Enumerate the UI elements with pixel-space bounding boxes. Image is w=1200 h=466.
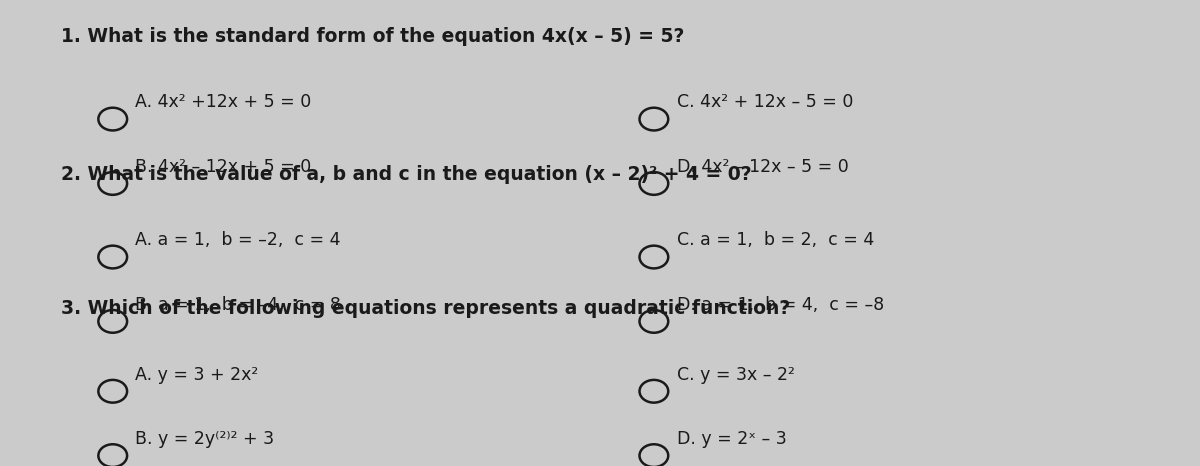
Text: 1. What is the standard form of the equation 4x(x – 5) = 5?: 1. What is the standard form of the equa… <box>61 27 685 46</box>
Text: C. a = 1,  b = 2,  c = 4: C. a = 1, b = 2, c = 4 <box>677 231 874 249</box>
Text: D. 4x² – 12x – 5 = 0: D. 4x² – 12x – 5 = 0 <box>677 158 848 176</box>
Text: C. y = 3x – 2²: C. y = 3x – 2² <box>677 365 794 384</box>
Text: B. a = 1,  b = –4,  c = 8: B. a = 1, b = –4, c = 8 <box>136 295 341 314</box>
Text: B. 4x² – 12x + 5 = 0: B. 4x² – 12x + 5 = 0 <box>136 158 312 176</box>
Text: 2. What is the value of a, b and c in the equation (x – 2)² + 4 = 0?: 2. What is the value of a, b and c in th… <box>61 165 752 184</box>
Text: A. y = 3 + 2x²: A. y = 3 + 2x² <box>136 365 259 384</box>
Text: A. a = 1,  b = –2,  c = 4: A. a = 1, b = –2, c = 4 <box>136 231 341 249</box>
Text: C. 4x² + 12x – 5 = 0: C. 4x² + 12x – 5 = 0 <box>677 93 853 111</box>
Text: A. 4x² +12x + 5 = 0: A. 4x² +12x + 5 = 0 <box>136 93 312 111</box>
Text: D. a = 1,  b = 4,  c = –8: D. a = 1, b = 4, c = –8 <box>677 295 884 314</box>
Text: B. y = 2y⁽²⁾² + 3: B. y = 2y⁽²⁾² + 3 <box>136 430 275 448</box>
Text: 3. Which of the following equations represents a quadratic function?: 3. Which of the following equations repr… <box>61 299 791 318</box>
Text: D. y = 2ˣ – 3: D. y = 2ˣ – 3 <box>677 430 786 448</box>
